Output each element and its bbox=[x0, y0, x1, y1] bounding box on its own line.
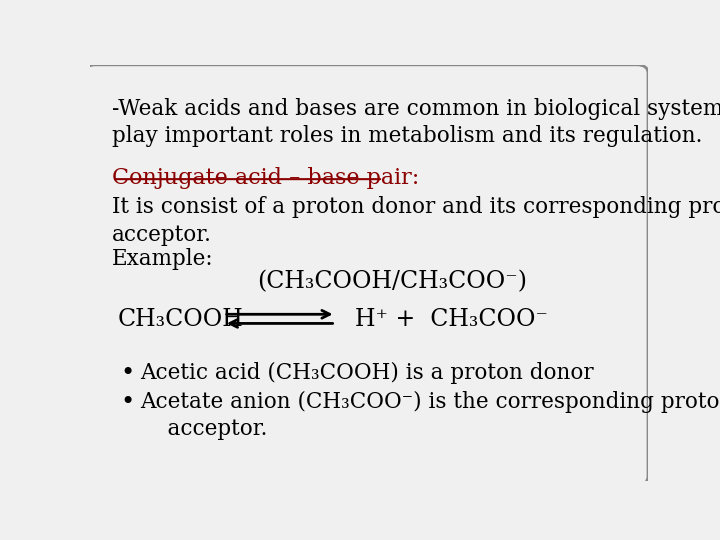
Text: play important roles in metabolism and its regulation.: play important roles in metabolism and i… bbox=[112, 125, 703, 147]
Text: •: • bbox=[121, 391, 135, 414]
Text: •: • bbox=[121, 362, 135, 385]
Text: -Weak acids and bases are common in biological systems and: -Weak acids and bases are common in biol… bbox=[112, 98, 720, 120]
FancyBboxPatch shape bbox=[84, 65, 648, 485]
Text: acceptor.: acceptor. bbox=[140, 418, 268, 440]
Text: acceptor.: acceptor. bbox=[112, 224, 212, 246]
Text: Conjugate acid – base pair:: Conjugate acid – base pair: bbox=[112, 167, 420, 188]
Text: H⁺ +  CH₃COO⁻: H⁺ + CH₃COO⁻ bbox=[355, 308, 548, 331]
Text: Example:: Example: bbox=[112, 248, 214, 270]
Text: It is consist of a proton donor and its corresponding proton: It is consist of a proton donor and its … bbox=[112, 196, 720, 218]
Text: Acetic acid (CH₃COOH) is a proton donor: Acetic acid (CH₃COOH) is a proton donor bbox=[140, 362, 594, 384]
Text: Acetate anion (CH₃COO⁻) is the corresponding proton: Acetate anion (CH₃COO⁻) is the correspon… bbox=[140, 391, 720, 413]
Text: (CH₃COOH/CH₃COO⁻): (CH₃COOH/CH₃COO⁻) bbox=[258, 271, 527, 294]
Text: CH₃COOH: CH₃COOH bbox=[118, 308, 243, 331]
